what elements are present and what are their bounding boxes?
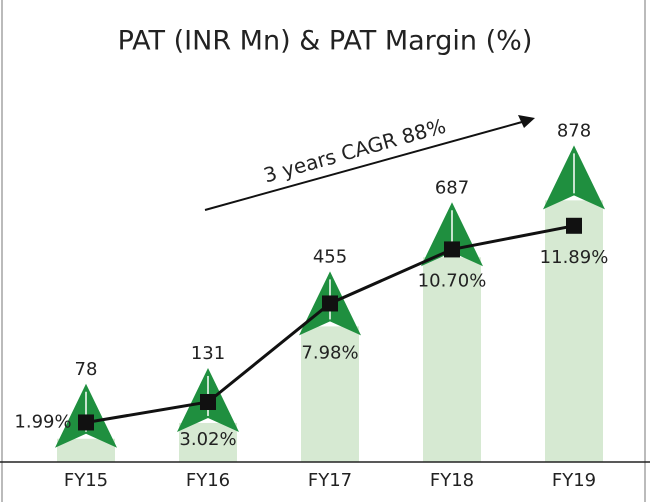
cagr-arrow [204,121,523,211]
bar-value-label: 687 [435,177,469,198]
bar [545,200,603,462]
bar [301,326,359,462]
bar [57,438,115,462]
margin-label: 1.99% [14,411,71,432]
x-tick-label: FY15 [64,470,108,491]
bar-value-label: 78 [75,359,98,380]
margin-label: 7.98% [301,342,358,363]
bar [423,257,481,462]
plot: 78 FY15 131 FY16 455 FY17 687 FY18 878 FY19 1.99% 3… [14,120,608,491]
chart-title: PAT (INR Mn) & PAT Margin (%) [118,26,533,57]
margin-label: 10.70% [418,270,487,291]
margin-marker [566,217,582,234]
margin-label: 3.02% [179,429,236,450]
margin-marker [78,414,94,431]
bar-value-label: 878 [557,120,591,141]
bar-value-label: 455 [313,246,347,267]
bar [179,422,237,462]
cagr-arrow-head [518,115,535,128]
x-tick-label: FY18 [430,470,474,491]
x-tick-label: FY17 [308,470,352,491]
bar-value-label: 131 [191,343,225,364]
margin-marker [322,295,338,312]
x-tick-label: FY16 [186,470,230,491]
margin-marker [200,394,216,411]
margin-marker [444,241,460,258]
margin-label: 11.89% [540,247,609,268]
x-tick-label: FY19 [552,470,596,491]
